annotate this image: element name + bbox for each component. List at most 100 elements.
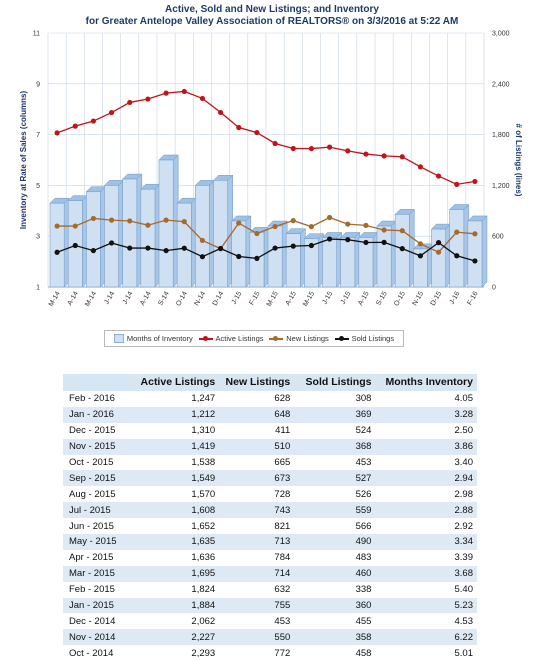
- row-sold-listings: 460: [290, 565, 372, 582]
- table-row: Feb - 2016 1,247 628 308 4.05: [63, 391, 477, 407]
- y-left-tick-label: 11: [33, 31, 40, 38]
- row-sold-listings: 369: [290, 406, 372, 423]
- x-tick-label: J-15: [340, 290, 353, 305]
- row-sold-listings: 566: [290, 518, 372, 535]
- point-new-listings: [108, 217, 115, 223]
- point-sold-listings: [72, 242, 78, 249]
- inventory-table: Active Listings New Listings Sold Listin…: [63, 374, 477, 661]
- point-sold-listings: [399, 246, 405, 252]
- row-months-inventory: 2.92: [371, 518, 477, 535]
- point-new-listings: [381, 227, 387, 233]
- point-sold-listings: [217, 245, 224, 252]
- point-active-listings: [54, 130, 60, 136]
- chart-panel: Active, Sold and New Listings; and Inven…: [19, 4, 523, 347]
- x-tick-label: D-14: [212, 290, 226, 307]
- point-new-listings: [181, 219, 187, 225]
- x-tick-label: F-16: [466, 290, 479, 306]
- row-months-inventory: 3.40: [371, 454, 477, 471]
- point-new-listings: [90, 215, 97, 222]
- legend-item-new-listings[interactable]: New Listings: [269, 334, 329, 343]
- point-sold-listings: [199, 254, 206, 260]
- row-active-listings: 1,549: [129, 470, 216, 487]
- point-new-listings: [254, 230, 260, 237]
- legend-item-active-listings[interactable]: Active Listings: [198, 334, 264, 343]
- chart-title: Active, Sold and New Listings; and Inven…: [165, 4, 379, 15]
- bar-months-inventory: [49, 202, 65, 288]
- point-active-listings: [472, 178, 478, 185]
- y-right-axis-title: # of Listings (lines): [514, 124, 523, 197]
- row-month: Feb - 2016: [63, 391, 130, 407]
- row-month: Dec - 2015: [63, 422, 130, 439]
- x-tick-label: M-15: [266, 290, 280, 307]
- y-left-tick-label: 5: [36, 183, 40, 190]
- row-new-listings: 821: [215, 518, 291, 535]
- row-month: Nov - 2014: [63, 629, 130, 646]
- legend-item-sold-listings[interactable]: Sold Listings: [334, 334, 394, 343]
- legend-label: New Listings: [286, 334, 329, 343]
- row-active-listings: 1,884: [129, 597, 216, 614]
- row-active-listings: 2,293: [129, 645, 216, 661]
- row-new-listings: 453: [215, 613, 291, 630]
- row-month: Aug - 2015: [63, 486, 130, 503]
- table-row: Sep - 2015 1,549 673 527 2.94: [63, 470, 477, 487]
- row-months-inventory: 2.94: [371, 470, 477, 487]
- row-sold-listings: 455: [290, 613, 372, 630]
- row-month: Oct - 2014: [63, 645, 130, 661]
- point-sold-listings: [308, 242, 315, 249]
- row-months-inventory: 3.34: [371, 534, 477, 550]
- y-left-tick-label: 7: [36, 132, 40, 139]
- point-active-listings: [417, 164, 424, 170]
- row-new-listings: 755: [215, 597, 291, 614]
- row-active-listings: 1,652: [129, 518, 216, 535]
- point-active-listings: [454, 181, 460, 187]
- row-sold-listings: 527: [290, 470, 372, 487]
- legend-line-swatch: [334, 335, 349, 342]
- row-month: Sep - 2015: [63, 470, 130, 487]
- bar-months-inventory: [104, 185, 119, 288]
- y-left-tick-label: 9: [36, 81, 40, 88]
- point-active-listings: [435, 173, 442, 179]
- table-row: Oct - 2014 2,293 772 458 5.01: [63, 645, 477, 661]
- row-new-listings: 665: [215, 454, 291, 471]
- table-row: Apr - 2015 1,636 784 483 3.39: [63, 549, 477, 566]
- legend-label: Active Listings: [215, 334, 264, 343]
- row-months-inventory: 5.40: [371, 581, 477, 598]
- point-sold-listings: [145, 245, 151, 251]
- point-sold-listings: [454, 253, 460, 259]
- point-active-listings: [199, 95, 206, 102]
- legend-item-months-inventory[interactable]: Months of Inventory: [113, 334, 193, 343]
- point-new-listings: [54, 223, 60, 229]
- y-right-tick-label: 2,400: [492, 81, 510, 88]
- row-months-inventory: 3.86: [371, 438, 477, 455]
- point-active-listings: [254, 129, 260, 136]
- point-new-listings: [199, 237, 206, 244]
- row-active-listings: 1,695: [129, 565, 216, 582]
- point-active-listings: [290, 145, 296, 152]
- row-months-inventory: 3.68: [371, 565, 477, 582]
- row-sold-listings: 483: [290, 549, 372, 566]
- x-tick-label: J-15: [321, 290, 334, 305]
- x-tick-label: J-15: [231, 290, 244, 305]
- table-row: Aug - 2015 1,570 728 526 2.98: [63, 486, 477, 503]
- point-sold-listings: [435, 240, 442, 246]
- row-active-listings: 1,419: [129, 438, 216, 455]
- x-tick-label: J-16: [449, 290, 462, 305]
- x-tick-label: M-14: [48, 290, 62, 307]
- point-active-listings: [272, 140, 278, 147]
- row-sold-listings: 524: [290, 422, 372, 439]
- inventory-table-panel: Active Listings New Listings Sold Listin…: [63, 374, 477, 661]
- point-new-listings: [345, 221, 351, 227]
- row-new-listings: 628: [215, 391, 291, 407]
- point-sold-listings: [381, 239, 387, 245]
- x-tick-label: O-15: [393, 290, 407, 307]
- row-active-listings: 1,247: [129, 391, 216, 407]
- point-active-listings: [90, 118, 97, 124]
- row-months-inventory: 4.05: [371, 391, 477, 407]
- y-right-tick-label: 0: [492, 285, 496, 292]
- line-new-listings: [57, 216, 475, 253]
- x-tick-label: J-14: [122, 290, 135, 305]
- header-months-inventory: Months Inventory: [371, 374, 477, 391]
- table-row: Jul - 2015 1,608 743 559 2.88: [63, 502, 477, 519]
- y-right-tick-label: 600: [492, 234, 504, 241]
- point-active-listings: [308, 145, 315, 152]
